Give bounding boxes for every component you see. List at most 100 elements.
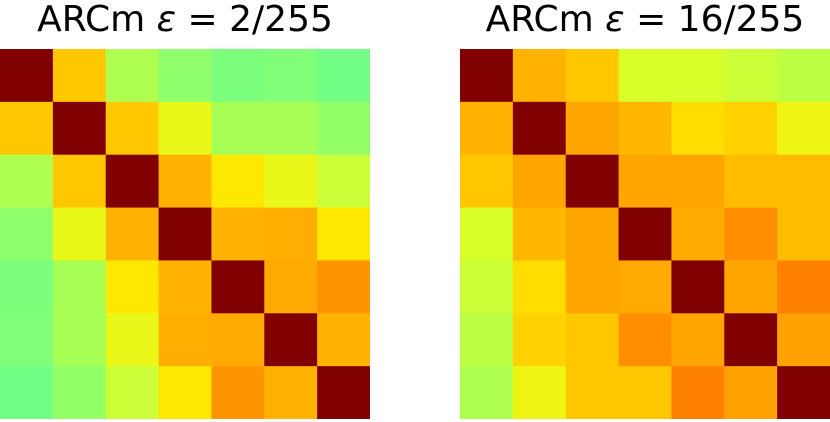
heatmap-cell-r6-c1 (52, 366, 107, 419)
heatmap-cell-r2-c5 (264, 154, 318, 209)
heatmap-cell-r6-c4 (671, 366, 725, 419)
chart-title-suffix: = 16/255 (636, 0, 805, 40)
heatmap-cell-r2-c2 (105, 154, 160, 209)
heatmap-cell-r1-c2 (565, 101, 620, 156)
heatmap-cell-r6-c4 (211, 366, 265, 419)
heatmap-cell-r4-c4 (211, 260, 265, 314)
heatmap-cell-r6-c2 (105, 366, 160, 419)
heatmap-cell-r2-c4 (671, 154, 725, 209)
heatmap-cell-r3-c0 (0, 207, 54, 262)
heatmap-cell-r5-c3 (158, 313, 213, 367)
heatmap-cell-r0-c4 (211, 49, 265, 103)
heatmap-cell-r1-c1 (512, 101, 567, 156)
heatmap-cell-r5-c3 (618, 313, 673, 367)
chart-title-epsilon: ε (156, 0, 177, 40)
heatmap-cell-r3-c6 (777, 207, 830, 262)
chart-title: ARCm ε = 2/255 (0, 0, 410, 44)
heatmap-cell-r1-c6 (777, 101, 830, 156)
heatmap-cell-r0-c3 (158, 49, 213, 103)
heatmap-cell-r4-c6 (777, 260, 830, 314)
heatmap-cell-r4-c1 (52, 260, 107, 314)
heatmap-cell-r3-c5 (724, 207, 778, 262)
heatmap-cell-r1-c6 (317, 101, 370, 156)
heatmap-cell-r6-c0 (0, 366, 54, 419)
heatmap-cell-r1-c3 (158, 101, 213, 156)
chart-title-prefix: ARCm (485, 0, 594, 40)
heatmap-cell-r5-c4 (671, 313, 725, 367)
heatmap-cell-r6-c6 (777, 366, 830, 419)
heatmap-cell-r3-c1 (52, 207, 107, 262)
heatmap-cell-r0-c5 (264, 49, 318, 103)
heatmap-cell-r0-c1 (52, 49, 107, 103)
heatmap-cell-r5-c2 (105, 313, 160, 367)
heatmap-cell-r4-c2 (105, 260, 160, 314)
heatmap-cell-r6-c1 (512, 366, 567, 419)
chart-title-prefix: ARCm (37, 0, 146, 40)
heatmap-cell-r0-c1 (512, 49, 567, 103)
heatmap-cell-r5-c2 (565, 313, 620, 367)
heatmap-cell-r4-c5 (264, 260, 318, 314)
heatmap-cell-r1-c0 (460, 101, 514, 156)
heatmap-cell-r5-c1 (512, 313, 567, 367)
heatmap-cell-r4-c0 (0, 260, 54, 314)
heatmap-cell-r2-c5 (724, 154, 778, 209)
heatmap-cell-r6-c3 (158, 366, 213, 419)
heatmap-cell-r1-c0 (0, 101, 54, 156)
heatmap-cell-r1-c3 (618, 101, 673, 156)
heatmap-cell-r1-c2 (105, 101, 160, 156)
heatmap-cell-r0-c6 (777, 49, 830, 103)
heatmap-cell-r0-c2 (105, 49, 160, 103)
heatmap-cell-r0-c4 (671, 49, 725, 103)
heatmap-cell-r0-c0 (0, 49, 54, 103)
heatmap-cell-r6-c5 (724, 366, 778, 419)
heatmap-cell-r4-c3 (158, 260, 213, 314)
heatmap-cell-r1-c1 (52, 101, 107, 156)
heatmap-cell-r3-c2 (105, 207, 160, 262)
heatmap-cell-r3-c1 (512, 207, 567, 262)
heatmap-cell-r1-c5 (264, 101, 318, 156)
heatmap-cell-r3-c4 (211, 207, 265, 262)
heatmap-cell-r4-c0 (460, 260, 514, 314)
heatmap-cell-r5-c6 (777, 313, 830, 367)
heatmap-cell-r5-c5 (724, 313, 778, 367)
heatmap-cell-r5-c1 (52, 313, 107, 367)
heatmap-cell-r4-c6 (317, 260, 370, 314)
heatmap-cell-r4-c1 (512, 260, 567, 314)
heatmap-cell-r6-c5 (264, 366, 318, 419)
heatmap-cell-r2-c3 (158, 154, 213, 209)
heatmap-cell-r0-c3 (618, 49, 673, 103)
heatmap-cell-r2-c0 (0, 154, 54, 209)
chart-title-suffix: = 2/255 (187, 0, 333, 40)
heatmap-cell-r4-c2 (565, 260, 620, 314)
heatmap-cell-r5-c6 (317, 313, 370, 367)
heatmap-cell-r4-c3 (618, 260, 673, 314)
heatmap-cell-r5-c0 (0, 313, 54, 367)
heatmap-cell-r0-c2 (565, 49, 620, 103)
heatmap-cell-r2-c1 (52, 154, 107, 209)
heatmap-cell-r4-c4 (671, 260, 725, 314)
heatmap-cell-r6-c2 (565, 366, 620, 419)
heatmap-cell-r2-c4 (211, 154, 265, 209)
heatmap-cell-r1-c4 (671, 101, 725, 156)
chart-title: ARCm ε = 16/255 (420, 0, 830, 44)
heatmap-grid (460, 49, 830, 419)
heatmap-cell-r2-c6 (317, 154, 370, 209)
heatmap-cell-r3-c3 (158, 207, 213, 262)
heatmap-grid (0, 49, 370, 419)
heatmap-cell-r5-c5 (264, 313, 318, 367)
chart-title-epsilon: ε (605, 0, 625, 40)
heatmap-cell-r1-c4 (211, 101, 265, 156)
heatmap-cell-r2-c2 (565, 154, 620, 209)
heatmap-cell-r2-c6 (777, 154, 830, 209)
heatmap-cell-r1-c5 (724, 101, 778, 156)
heatmap-cell-r0-c5 (724, 49, 778, 103)
heatmap-cell-r6-c0 (460, 366, 514, 419)
heatmap-cell-r3-c5 (264, 207, 318, 262)
heatmap-cell-r6-c6 (317, 366, 370, 419)
heatmap-cell-r4-c5 (724, 260, 778, 314)
heatmap-cell-r0-c0 (460, 49, 514, 103)
heatmap-cell-r2-c3 (618, 154, 673, 209)
heatmap-cell-r3-c0 (460, 207, 514, 262)
heatmap-cell-r2-c0 (460, 154, 514, 209)
heatmap-cell-r3-c4 (671, 207, 725, 262)
